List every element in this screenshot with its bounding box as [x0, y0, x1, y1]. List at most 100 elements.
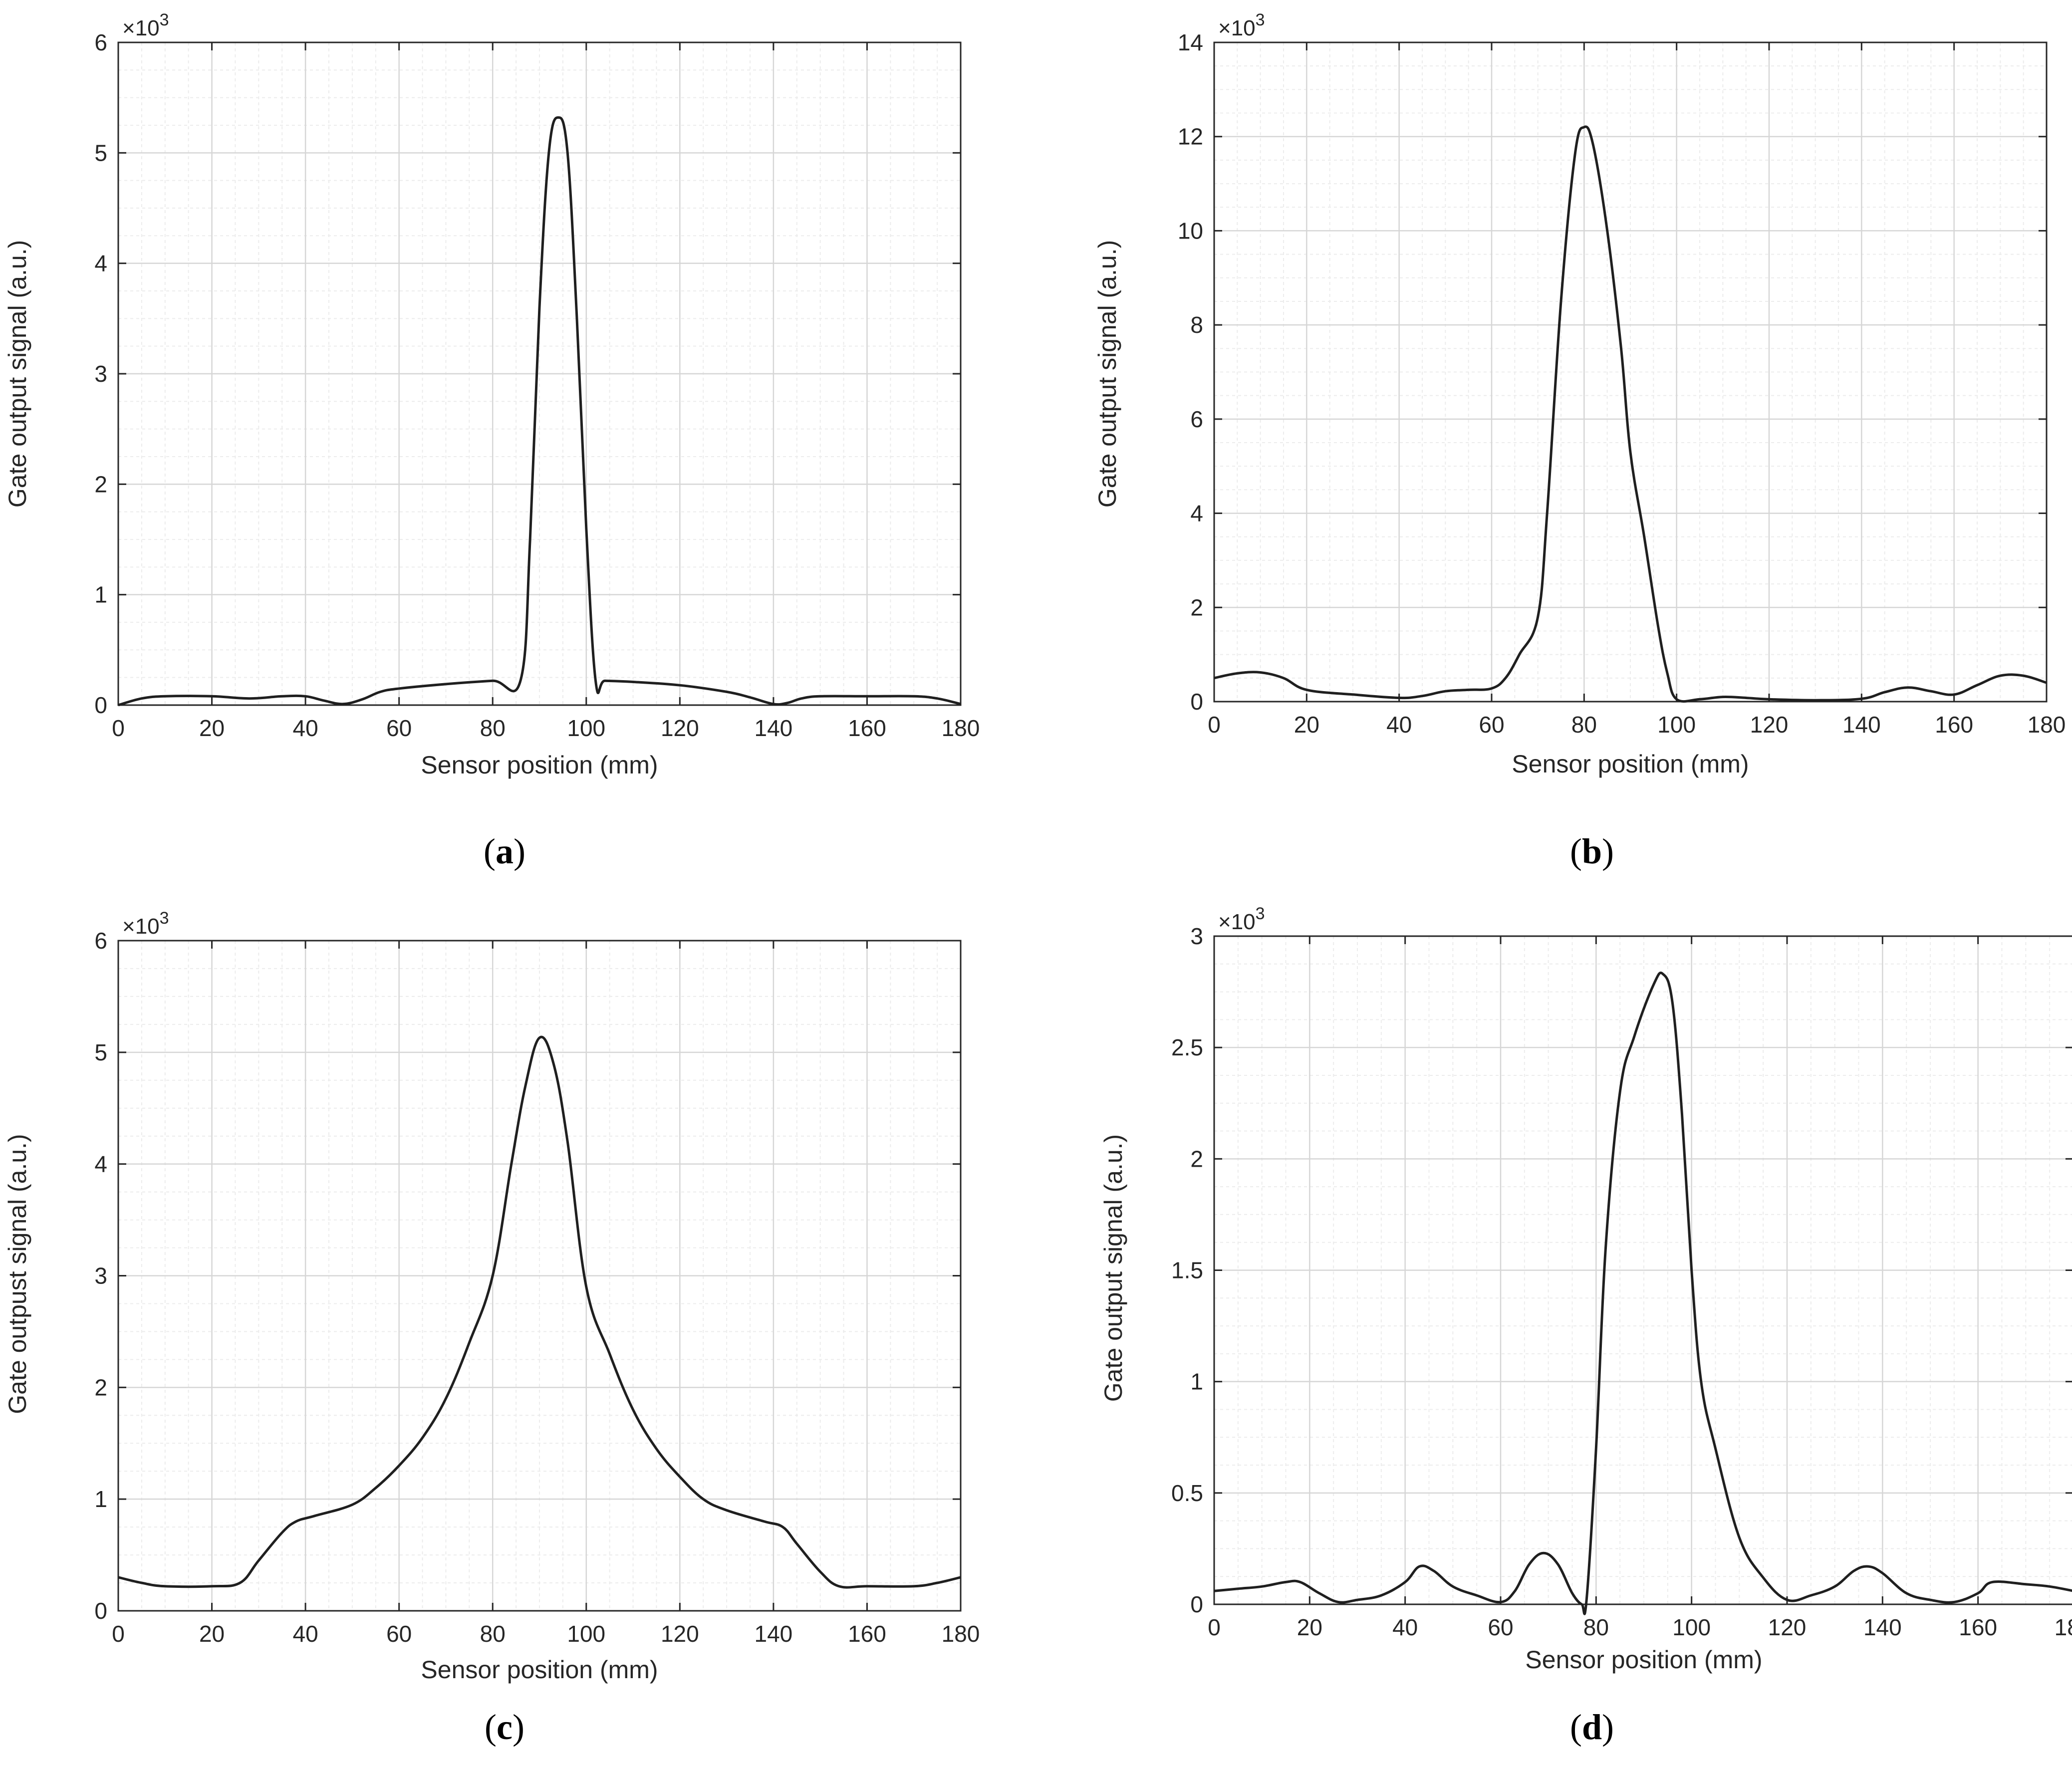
y-exponent-label: ×103	[122, 10, 169, 40]
x-tick-label: 0	[1208, 1614, 1221, 1640]
axes-box	[1213, 41, 2048, 703]
y-tick-label: 0	[1190, 689, 1203, 715]
y-tick-label: 3	[94, 361, 107, 387]
x-tick-label: 60	[1488, 1614, 1513, 1640]
y-tick-label: 2	[1190, 594, 1203, 620]
x-axis-label: Sensor position (mm)	[1512, 750, 1749, 778]
y-tick-label: 0.5	[1171, 1480, 1203, 1506]
y-tick-label: 2	[1190, 1146, 1203, 1172]
y-tick-label: 0	[94, 692, 107, 718]
series-line	[1214, 125, 2047, 703]
x-tick-label: 160	[848, 1621, 886, 1647]
y-tick-label: 6	[1190, 406, 1203, 432]
x-tick-label: 120	[661, 1621, 699, 1647]
y-tick-label: 14	[1178, 29, 1203, 55]
x-tick-label: 120	[661, 715, 699, 741]
y-tick-label: 12	[1178, 124, 1203, 150]
caption-b: (b)	[1569, 831, 1614, 871]
x-tick-label: 20	[199, 1621, 225, 1647]
x-tick-label: 160	[848, 715, 886, 741]
series-line	[118, 116, 961, 707]
caption-c: (c)	[485, 1707, 524, 1747]
x-tick-label: 140	[1863, 1614, 1902, 1640]
caption-a: (a)	[484, 831, 525, 871]
y-exponent-label: ×103	[122, 909, 169, 939]
x-tick-label: 100	[1657, 712, 1696, 738]
x-tick-label: 40	[293, 1621, 318, 1647]
x-tick-label: 0	[112, 1621, 125, 1647]
y-exponent-power: 3	[160, 909, 169, 928]
y-tick-label: 1	[94, 1486, 107, 1512]
x-tick-label: 120	[1768, 1614, 1807, 1640]
caption-letter: b	[1581, 831, 1602, 871]
x-tick-label: 40	[1392, 1614, 1418, 1640]
x-tick-label: 160	[1959, 1614, 1997, 1640]
x-axis-label: Sensor position (mm)	[421, 1656, 658, 1684]
x-tick-label: 60	[386, 715, 412, 741]
y-tick-label: 3	[94, 1263, 107, 1289]
x-tick-label: 140	[1842, 712, 1881, 738]
x-tick-label: 20	[1297, 1614, 1322, 1640]
chart-panel-d: 02040608010012014016018000.511.522.53×10…	[1099, 904, 2072, 1674]
x-tick-label: 80	[1583, 1614, 1609, 1640]
chart-panel-a: 0 20 40 60 80 100 120 140 160 1800123456×103Senso…	[3, 10, 980, 779]
y-tick-label: 8	[1190, 312, 1203, 338]
y-tick-label: 0	[94, 1598, 107, 1624]
chart-panel-b: 0 20 40 60 80 100 120 140 160 180 0 2 4 6 8 10 12 14 ×103 S…	[1093, 10, 2066, 778]
y-tick-label: 4	[94, 251, 107, 276]
y-exponent-power: 3	[1256, 10, 1265, 29]
y-axis-label: Gate outpust signal (a.u.)	[3, 1134, 31, 1414]
y-tick-label: 4	[94, 1151, 107, 1177]
y-tick-label: 0	[1190, 1591, 1203, 1617]
caption-letter: c	[497, 1707, 513, 1747]
x-tick-label: 60	[386, 1621, 412, 1647]
x-tick-label: 100	[1672, 1614, 1711, 1640]
x-tick-label: 40	[293, 715, 318, 741]
y-tick-label: 6	[94, 29, 107, 55]
x-tick-label: 40	[1386, 712, 1412, 738]
tick-marks	[1213, 41, 2048, 703]
chart-panel-c: 0 20 40 60 80 100 120 140 160 1800123456×103Senso…	[3, 909, 980, 1684]
y-tick-label: 2.5	[1171, 1034, 1203, 1060]
series-line	[118, 1035, 961, 1589]
tick-marks	[117, 940, 962, 1612]
y-tick-label: 1	[94, 582, 107, 608]
x-tick-label: 180	[942, 715, 980, 741]
y-tick-label: 6	[94, 928, 107, 954]
x-tick-label: 20	[1294, 712, 1319, 738]
x-tick-label: 100	[567, 1621, 605, 1647]
y-exponent-base: ×10	[122, 914, 160, 939]
y-tick-label: 1.5	[1171, 1258, 1203, 1283]
x-tick-label: 0	[1208, 712, 1221, 738]
y-exponent-base: ×10	[122, 16, 160, 40]
x-axis-label: Sensor position (mm)	[421, 751, 658, 779]
x-tick-label: 180	[2028, 712, 2066, 738]
x-tick-label: 0	[112, 715, 125, 741]
y-tick-label: 5	[94, 140, 107, 166]
tick-marks	[117, 41, 962, 706]
x-tick-label: 180	[942, 1621, 980, 1647]
y-exponent-power: 3	[1256, 904, 1265, 923]
y-axis-label: Gate output signal (a.u.)	[1093, 240, 1121, 507]
y-axis-label: Gate output signal (a.u.)	[3, 240, 31, 507]
y-tick-label: 2	[94, 1374, 107, 1400]
y-tick-label: 10	[1178, 218, 1203, 244]
x-tick-label: 60	[1479, 712, 1504, 738]
x-tick-label: 140	[755, 715, 793, 741]
x-tick-label: 100	[567, 715, 605, 741]
caption-letter: a	[496, 831, 514, 871]
series-line	[1214, 972, 2072, 1615]
x-tick-label: 140	[755, 1621, 793, 1647]
caption-letter: d	[1581, 1707, 1602, 1747]
caption-d: (d)	[1569, 1707, 1614, 1747]
y-exponent-base: ×10	[1218, 910, 1256, 934]
tick-marks	[1213, 935, 2072, 1605]
x-tick-label: 80	[1571, 712, 1597, 738]
y-exponent-base: ×10	[1218, 16, 1256, 40]
x-tick-label: 160	[1935, 712, 1973, 738]
y-tick-label: 2	[94, 471, 107, 497]
y-tick-label: 4	[1190, 501, 1203, 526]
x-tick-label: 120	[1750, 712, 1789, 738]
y-exponent-label: ×103	[1218, 904, 1265, 934]
